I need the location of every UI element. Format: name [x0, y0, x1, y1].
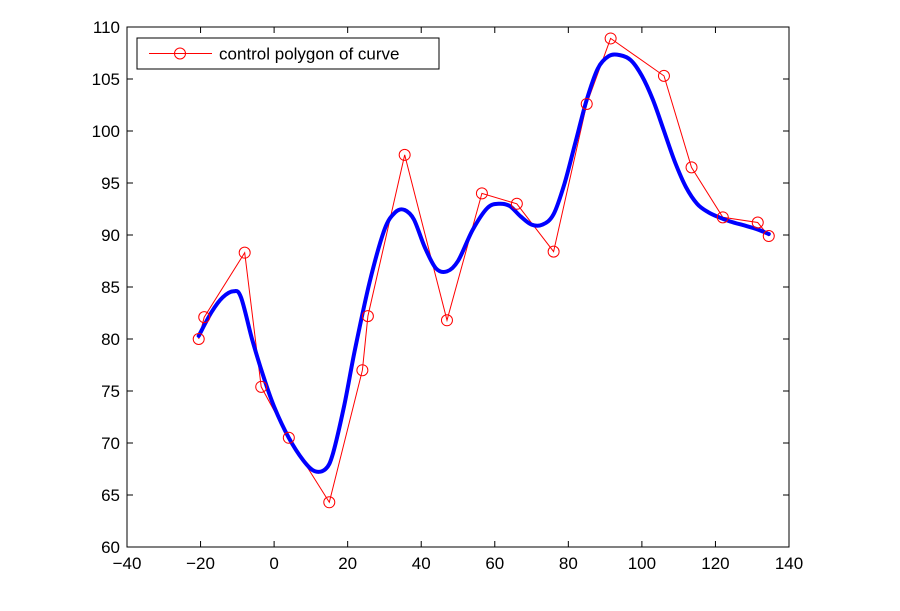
control-point-marker: [238, 246, 251, 259]
y-tick-label: 65: [101, 486, 120, 505]
y-tick-label: 75: [101, 382, 120, 401]
control-point-marker: [685, 161, 698, 174]
control-polygon-line: [198, 37, 770, 504]
control-point-marker: [282, 431, 295, 444]
control-point-marker: [604, 32, 617, 45]
control-point-marker: [440, 314, 453, 327]
control-point-marker: [762, 230, 775, 243]
y-tick-label: 60: [101, 538, 120, 557]
x-tick-label: 120: [701, 554, 729, 573]
control-point-marker: [356, 364, 369, 377]
legend-marker-sample: [174, 47, 186, 60]
control-point-marker: [751, 216, 764, 229]
control-point-marker: [323, 496, 336, 509]
x-tick-label: 100: [628, 554, 656, 573]
fitted-curve-line: [196, 52, 771, 474]
x-tick-label: 20: [338, 554, 357, 573]
y-tick-label: 105: [92, 70, 120, 89]
y-tick-label: 70: [101, 434, 120, 453]
control-point-marker: [580, 97, 593, 110]
x-tick-label: 0: [269, 554, 278, 573]
legend-label: control polygon of curve: [219, 45, 400, 64]
control-point-marker: [716, 211, 729, 224]
control-point-marker: [192, 333, 205, 345]
y-tick-label: 80: [101, 330, 120, 349]
x-tick-label: 140: [775, 554, 803, 573]
y-tick-label: 100: [92, 122, 120, 141]
plot-frame: [126, 26, 790, 548]
control-point-marker: [657, 69, 670, 82]
control-point-marker: [398, 148, 411, 161]
y-tick-label: 85: [101, 278, 120, 297]
control-point-marker: [475, 187, 488, 200]
x-tick-label: 40: [412, 554, 431, 573]
control-point-marker: [255, 380, 268, 393]
control-point-marker: [510, 197, 523, 210]
x-tick-label: −20: [186, 554, 215, 573]
control-point-marker: [198, 311, 211, 324]
x-tick-label: 80: [559, 554, 578, 573]
x-tick-label: 60: [485, 554, 504, 573]
control-point-marker: [547, 245, 560, 258]
y-tick-label: 95: [101, 174, 120, 193]
y-tick-label: 110: [93, 18, 120, 37]
x-tick-label: −40: [113, 554, 142, 573]
control-point-marker: [361, 310, 374, 323]
y-tick-label: 90: [101, 226, 120, 245]
